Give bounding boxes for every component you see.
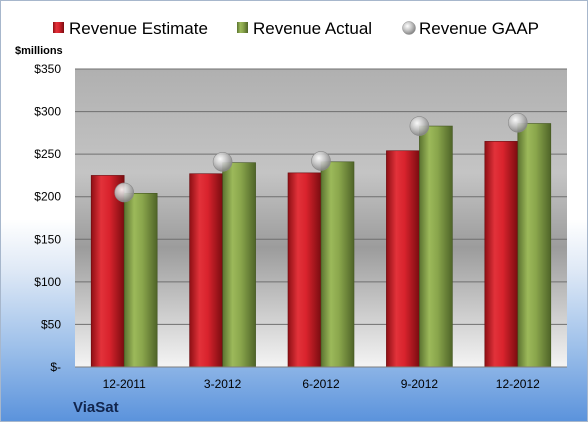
x-tick-label: 9-2012 xyxy=(401,377,439,391)
legend-swatch xyxy=(402,21,416,35)
marker-revenue-gaap xyxy=(311,151,331,171)
bars xyxy=(90,123,552,368)
marker-revenue-gaap xyxy=(114,182,134,203)
y-axis-ticks: $- $50 $100 $150 $200 $250 $300 $350 xyxy=(34,62,61,374)
y-tick-label: $350 xyxy=(34,62,61,76)
legend-label: Revenue Estimate xyxy=(69,19,208,38)
y-tick-label: $250 xyxy=(34,147,61,161)
bar-revenue-estimate xyxy=(484,141,519,368)
y-tick-label: $- xyxy=(50,360,61,374)
legend-swatch xyxy=(53,22,64,33)
legend-swatch xyxy=(237,22,248,33)
y-axis-unit-label: $millions xyxy=(15,45,63,57)
bar-revenue-actual xyxy=(320,161,355,368)
x-axis-ticks: 12-2011 3-2012 6-2012 9-2012 12-2012 xyxy=(103,377,541,391)
y-tick-label: $50 xyxy=(41,317,61,331)
bar-revenue-estimate xyxy=(90,175,125,368)
bar-revenue-actual xyxy=(123,193,158,368)
x-tick-label: 12-2012 xyxy=(496,377,540,391)
y-tick-label: $100 xyxy=(34,275,61,289)
y-tick-label: $200 xyxy=(34,190,61,204)
y-tick-label: $300 xyxy=(34,105,61,119)
legend-label: Revenue GAAP xyxy=(419,19,539,38)
x-tick-label: 3-2012 xyxy=(204,377,242,391)
y-tick-label: $150 xyxy=(34,232,61,246)
bar-revenue-estimate xyxy=(287,172,322,368)
x-tick-label: 6-2012 xyxy=(302,377,340,391)
marker-revenue-gaap xyxy=(409,116,430,136)
marker-revenue-gaap xyxy=(507,112,528,133)
bar-revenue-estimate xyxy=(189,173,223,368)
bar-revenue-actual xyxy=(517,123,552,368)
company-name: ViaSat xyxy=(73,399,119,416)
bar-revenue-actual xyxy=(222,162,256,368)
gaap-markers xyxy=(114,112,528,203)
legend-label: Revenue Actual xyxy=(253,19,372,38)
legend: Revenue Estimate Revenue Actual Revenue GA… xyxy=(53,19,539,38)
bar-revenue-actual xyxy=(419,125,453,368)
marker-revenue-gaap xyxy=(212,152,233,172)
bar-revenue-estimate xyxy=(386,150,420,368)
x-tick-label: 12-2011 xyxy=(103,377,146,391)
